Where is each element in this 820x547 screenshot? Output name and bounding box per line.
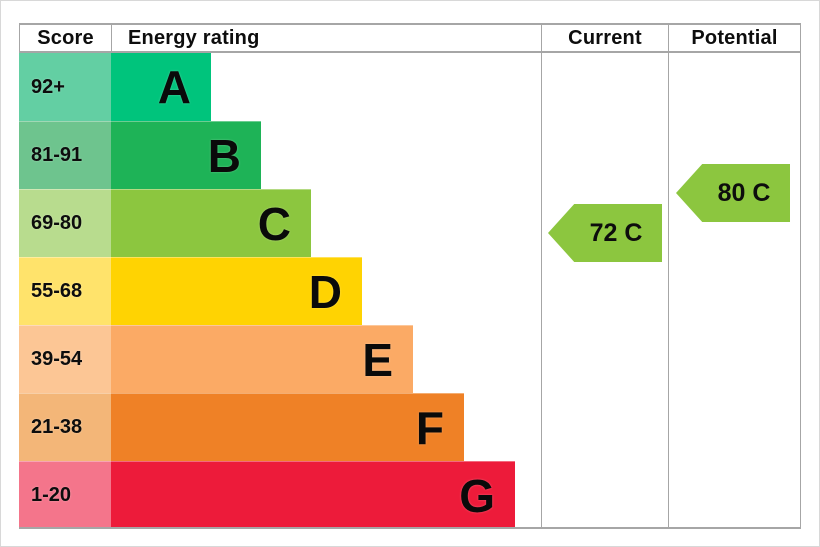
rating-row-b: 81-91 B bbox=[19, 121, 801, 189]
rating-bar-b: B bbox=[111, 121, 261, 189]
rating-letter-a: A bbox=[157, 61, 191, 113]
rating-rows: 92+ A 81-91 B 69-80 C 55-68 D 39-54 E 21-38 F 1-20 G bbox=[19, 53, 801, 529]
rating-bar-g: G bbox=[111, 461, 515, 529]
rating-row-f: 21-38 F bbox=[19, 393, 801, 461]
rating-row-a: 92+ A bbox=[19, 53, 801, 121]
score-range-d: 55-68 bbox=[19, 257, 111, 325]
rating-bar-d: D bbox=[111, 257, 362, 325]
rating-letter-f: F bbox=[415, 401, 444, 454]
current-rating-value: 72 C bbox=[589, 218, 643, 247]
score-range-a: 92+ bbox=[19, 53, 111, 121]
score-range-e: 39-54 bbox=[19, 325, 111, 393]
rating-letter-c: C bbox=[257, 197, 291, 250]
score-range-c: 69-80 bbox=[19, 189, 111, 257]
rating-bar-a: A bbox=[111, 53, 211, 121]
current-rating-arrow: 72 C bbox=[548, 204, 662, 262]
table-header: Score Energy rating Current Potential bbox=[19, 23, 801, 53]
header-current: Current bbox=[541, 25, 668, 51]
table-bottom-border bbox=[19, 527, 801, 529]
rating-row-g: 1-20 G bbox=[19, 461, 801, 529]
rating-bar-c: C bbox=[111, 189, 311, 257]
rating-table: Score Energy rating Current Potential 92… bbox=[19, 23, 801, 529]
rating-letter-d: D bbox=[308, 265, 342, 318]
rating-row-d: 55-68 D bbox=[19, 257, 801, 325]
divider-right-edge bbox=[800, 53, 801, 529]
divider-current-potential bbox=[668, 53, 669, 529]
score-range-f: 21-38 bbox=[19, 393, 111, 461]
header-energy-rating: Energy rating bbox=[111, 25, 541, 51]
rating-letter-g: G bbox=[459, 469, 495, 522]
score-range-g: 1-20 bbox=[19, 461, 111, 529]
potential-rating-value: 80 C bbox=[717, 178, 771, 207]
divider-energy-current bbox=[541, 53, 542, 529]
rating-bar-f: F bbox=[111, 393, 464, 461]
rating-bar-e: E bbox=[111, 325, 413, 393]
rating-row-e: 39-54 E bbox=[19, 325, 801, 393]
potential-rating-arrow: 80 C bbox=[676, 164, 790, 222]
rating-row-c: 69-80 C bbox=[19, 189, 801, 257]
header-score: Score bbox=[19, 25, 111, 51]
rating-letter-b: B bbox=[207, 129, 241, 182]
rating-letter-e: E bbox=[362, 333, 393, 386]
header-potential: Potential bbox=[668, 25, 801, 51]
score-range-b: 81-91 bbox=[19, 121, 111, 189]
